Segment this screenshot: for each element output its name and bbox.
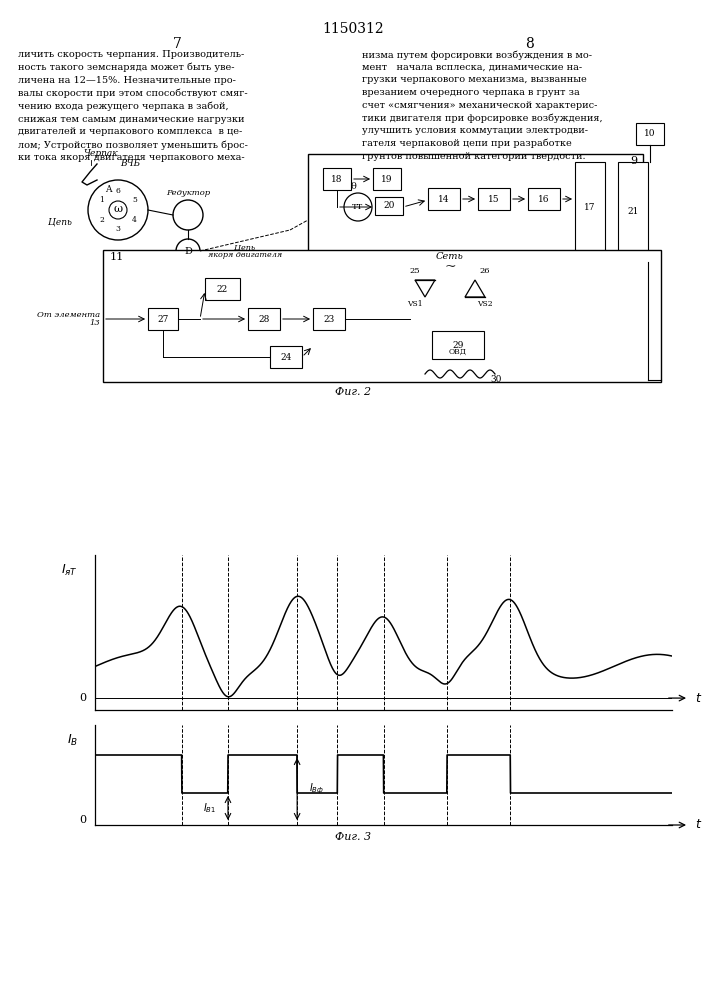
Text: Черпак: Черпак [83, 149, 117, 158]
Text: якоря двигателя: якоря двигателя [208, 251, 282, 259]
Bar [528, 188, 560, 210]
Text: VS1: VS1 [407, 300, 423, 308]
Text: Цепь: Цепь [48, 218, 72, 227]
Text: 8: 8 [525, 37, 534, 51]
Text: D: D [184, 246, 192, 255]
Text: 13: 13 [89, 319, 100, 327]
Text: 11: 11 [110, 252, 124, 262]
Text: Цепь: Цепь [235, 244, 256, 252]
Bar [308, 154, 643, 262]
Bar [636, 123, 664, 145]
Bar [205, 278, 240, 300]
Text: Фиг. 3: Фиг. 3 [335, 832, 371, 842]
Text: A: A [105, 186, 111, 194]
Bar [148, 308, 178, 330]
Text: 7: 7 [173, 37, 182, 51]
Bar [270, 346, 302, 368]
Bar [248, 308, 280, 330]
Text: 10: 10 [644, 129, 656, 138]
Bar [103, 250, 661, 382]
Text: 14: 14 [438, 194, 450, 204]
Text: 26: 26 [480, 267, 490, 275]
Bar [432, 331, 484, 359]
Text: 24: 24 [280, 353, 292, 361]
Text: $I_{Bф}$: $I_{Bф}$ [309, 782, 324, 796]
Text: 15: 15 [489, 194, 500, 204]
Text: VS2: VS2 [477, 300, 493, 308]
Text: ОВД: ОВД [449, 348, 467, 356]
Text: 1150312: 1150312 [322, 22, 384, 36]
Text: 16: 16 [538, 194, 550, 204]
Text: низма путем форсировки возбуждения в мо-
мент   начала всплеска, динамические на: низма путем форсировки возбуждения в мо-… [362, 50, 602, 161]
Text: 20: 20 [383, 202, 395, 211]
Text: личить скорость черпания. Производитель-
ность такого земснаряда может быть уве-: личить скорость черпания. Производитель-… [18, 50, 248, 162]
Text: 18: 18 [332, 174, 343, 184]
Text: 21: 21 [627, 208, 638, 217]
Bar [373, 168, 401, 190]
Bar [478, 188, 510, 210]
Bar [428, 188, 460, 210]
Text: 0: 0 [80, 693, 87, 703]
Text: 17: 17 [584, 202, 596, 212]
Text: ТТ: ТТ [352, 203, 363, 211]
Text: 22: 22 [216, 284, 228, 294]
Text: 25: 25 [409, 267, 421, 275]
Text: $I_B$: $I_B$ [67, 732, 78, 748]
Text: ω: ω [113, 204, 122, 214]
Text: $I_{B1}$: $I_{B1}$ [204, 801, 216, 815]
Text: 27: 27 [158, 314, 169, 324]
Text: Фиг. 2: Фиг. 2 [335, 387, 371, 397]
Bar [323, 168, 351, 190]
Text: 30: 30 [490, 375, 501, 384]
Text: $I_{яT}$: $I_{яT}$ [62, 563, 78, 578]
Text: 29: 29 [452, 340, 464, 350]
Text: Редуктор: Редуктор [166, 189, 210, 197]
Text: 1: 1 [99, 196, 104, 205]
Text: $t$: $t$ [695, 692, 702, 705]
Bar [313, 308, 345, 330]
Bar [618, 162, 648, 262]
Text: 9: 9 [630, 156, 637, 166]
Bar [575, 162, 605, 252]
Text: Сеть: Сеть [436, 252, 464, 261]
Text: ~: ~ [444, 260, 456, 274]
Text: θ: θ [350, 182, 356, 191]
Text: 2: 2 [99, 216, 104, 224]
Text: 23: 23 [323, 314, 334, 324]
Text: ВЧБ: ВЧБ [120, 159, 140, 168]
Text: $t$: $t$ [695, 818, 702, 832]
Text: 28: 28 [258, 314, 269, 324]
Text: 5: 5 [132, 196, 137, 205]
Text: 3: 3 [115, 225, 120, 233]
Text: От элемента: От элемента [37, 311, 100, 319]
Text: 0: 0 [80, 815, 87, 825]
Text: 19: 19 [381, 174, 393, 184]
Text: 6: 6 [115, 187, 120, 195]
Text: 4: 4 [132, 216, 137, 224]
Bar [375, 197, 403, 215]
